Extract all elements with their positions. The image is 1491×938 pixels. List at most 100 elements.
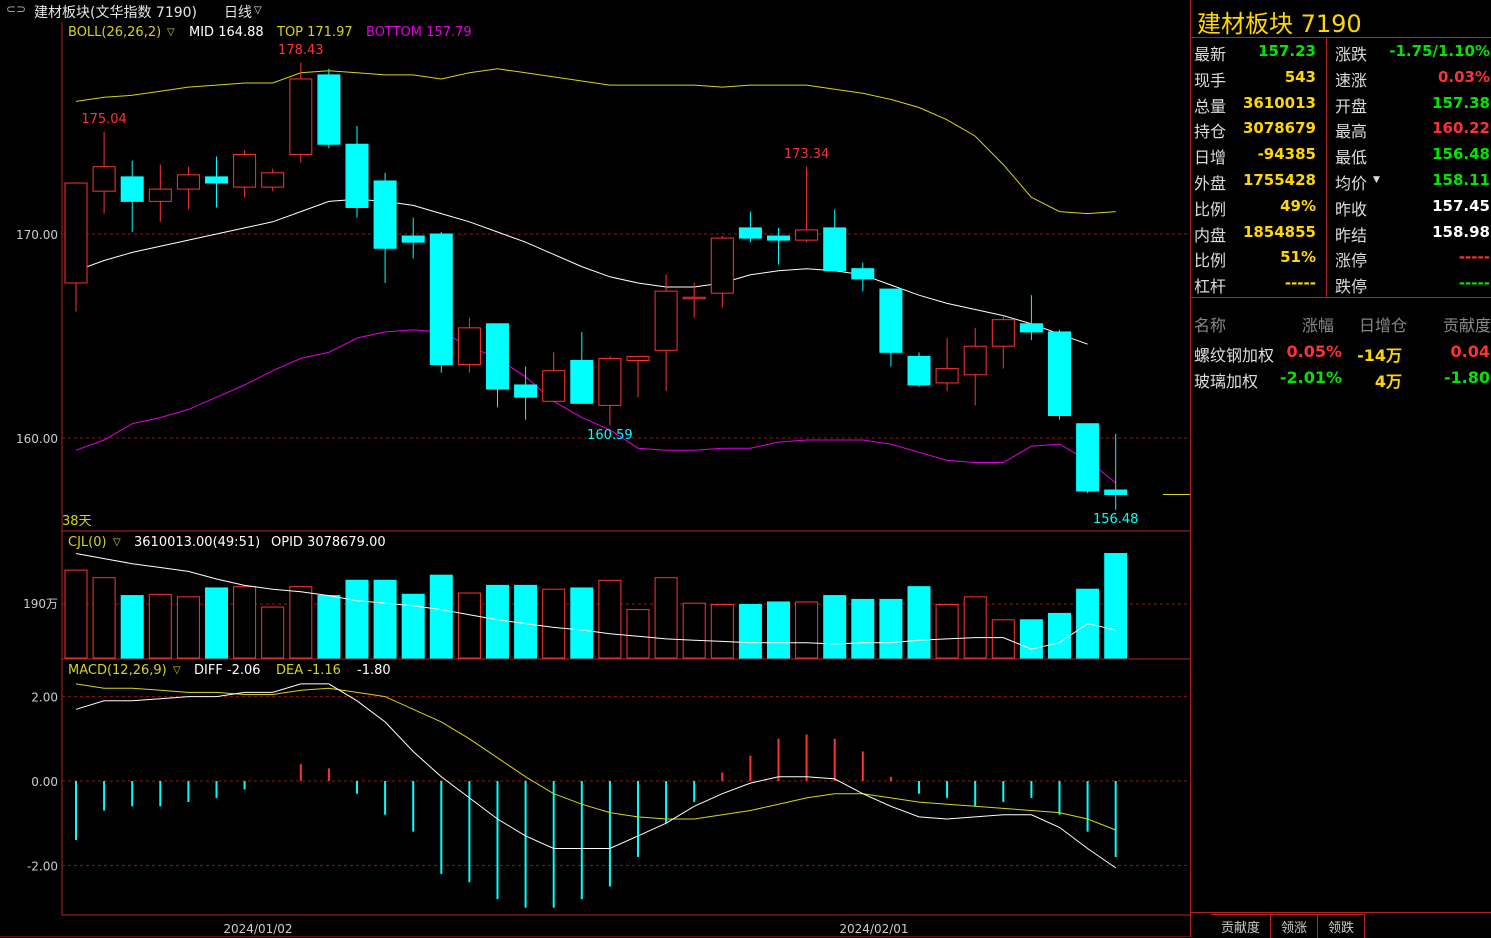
candle-body[interactable] [233, 153, 257, 188]
candle-body[interactable] [963, 345, 987, 376]
volume-bar[interactable] [233, 586, 257, 659]
volume-bar[interactable] [542, 588, 566, 659]
kline-chart[interactable]: 170.00 160.00 175.04 178.43 173.34 160.59 156.… [0, 20, 1190, 937]
candle-body[interactable] [1076, 423, 1100, 492]
candle-body[interactable] [682, 296, 706, 300]
candle-body[interactable] [1048, 331, 1071, 417]
volume-bar[interactable] [429, 574, 453, 659]
volume-bar[interactable] [148, 593, 172, 659]
candle-body[interactable] [767, 235, 790, 241]
volume-bar[interactable] [879, 598, 903, 659]
quote-row: 比例 51% 涨停 ----- [1191, 244, 1491, 270]
volume-bar[interactable] [823, 595, 847, 659]
candle-body[interactable] [991, 319, 1015, 347]
volume-bar[interactable] [991, 619, 1015, 659]
candle-body[interactable] [148, 188, 172, 202]
volume-bar[interactable] [1104, 553, 1128, 659]
panel-tab[interactable]: 领跌 [1318, 914, 1366, 938]
candle-body[interactable] [851, 268, 875, 280]
candle-body[interactable] [120, 176, 144, 202]
volume-bar[interactable] [682, 602, 706, 659]
period-selector[interactable]: 日线 [224, 5, 252, 21]
candle-body[interactable] [514, 384, 538, 398]
volume-bar[interactable] [457, 592, 481, 659]
quote-label: 外盘 [1194, 174, 1227, 193]
candle-body[interactable] [373, 180, 397, 249]
panel-tabs: 贡献度 领涨 领跌 [1211, 914, 1366, 938]
volume-bar[interactable] [963, 596, 987, 659]
volume-bar[interactable] [935, 603, 959, 659]
volume-bar[interactable] [1048, 612, 1071, 659]
component-header: 贡献度 [1442, 316, 1491, 335]
volume-bar[interactable] [738, 603, 762, 659]
volume-bar[interactable] [570, 587, 594, 659]
candle-body[interactable] [823, 227, 847, 272]
panel-tab[interactable]: 贡献度 [1211, 914, 1272, 938]
boll-mid-line [75, 198, 1088, 345]
macd-dea-line [75, 683, 1116, 831]
candle-body[interactable] [401, 235, 425, 243]
candle-body[interactable] [654, 290, 678, 351]
candle-body[interactable] [176, 174, 200, 190]
volume-bar[interactable] [401, 593, 425, 659]
candle-body[interactable] [429, 233, 453, 366]
component-header: 涨幅 [1301, 316, 1334, 335]
volume-bar[interactable] [795, 601, 819, 659]
volume-bar[interactable] [907, 586, 931, 659]
quote-row: 比例 49% 昨收 157.45 [1191, 193, 1491, 219]
volume-bar[interactable] [486, 584, 509, 659]
volume-bar[interactable] [345, 579, 369, 659]
volume-bar[interactable] [120, 595, 144, 659]
link-icon[interactable]: ⊂⊃ [6, 2, 27, 16]
quote-value: 1854855 [1242, 222, 1316, 241]
candle-body[interactable] [542, 370, 566, 402]
volume-indicator-name: CJL(0) [68, 535, 107, 550]
chevron-down-icon[interactable]: ▽ [254, 5, 262, 16]
quote-label: 速涨 [1335, 70, 1368, 90]
volume-bar[interactable] [64, 569, 88, 659]
candle-body[interactable] [570, 359, 594, 404]
volume-bar[interactable] [373, 579, 397, 659]
candle-body[interactable] [345, 143, 369, 208]
candle-body[interactable] [486, 323, 509, 390]
candle-body[interactable] [92, 166, 116, 192]
panel-tab[interactable]: 领涨 [1271, 914, 1319, 938]
candle-body[interactable] [598, 357, 622, 406]
boll-bottom-label: BOTTOM 157.79 [366, 25, 472, 40]
volume-bar[interactable] [176, 596, 200, 659]
candle-body[interactable] [710, 237, 734, 294]
candle-body[interactable] [626, 355, 650, 361]
candle-body[interactable] [457, 327, 481, 366]
price-annotation: 156.48 [1093, 512, 1139, 527]
quote-label: 最新 [1194, 45, 1227, 64]
volume-bar[interactable] [767, 601, 790, 659]
volume-bar[interactable] [1019, 619, 1043, 659]
candle-body[interactable] [907, 355, 931, 386]
candle-body[interactable] [738, 227, 762, 239]
volume-bar[interactable] [205, 587, 228, 659]
candle-body[interactable] [1104, 489, 1128, 496]
candle-body[interactable] [935, 368, 959, 384]
volume-bar[interactable] [851, 598, 875, 659]
volume-bar[interactable] [710, 603, 734, 659]
candle-body[interactable] [795, 229, 819, 241]
dropdown-icon[interactable]: ▼ [1373, 175, 1380, 185]
price-tick-label: 160.00 [16, 432, 58, 446]
candle-body[interactable] [317, 74, 341, 145]
candle-body[interactable] [64, 182, 88, 284]
volume-bar[interactable] [317, 595, 341, 659]
quote-label: 最低 [1335, 148, 1368, 168]
volume-bar[interactable] [261, 606, 285, 659]
candle-body[interactable] [879, 288, 903, 353]
volume-bar[interactable] [654, 577, 678, 659]
volume-bar[interactable] [598, 579, 622, 659]
candle-body[interactable] [205, 176, 228, 184]
volume-bar[interactable] [289, 586, 313, 659]
candle-body[interactable] [289, 78, 313, 155]
candle-body[interactable] [1019, 323, 1043, 333]
volume-bar[interactable] [514, 584, 538, 659]
volume-bar[interactable] [92, 577, 116, 659]
macd-tick-label: 2.00 [31, 691, 58, 705]
volume-bar[interactable] [626, 609, 650, 659]
candle-body[interactable] [261, 172, 285, 188]
